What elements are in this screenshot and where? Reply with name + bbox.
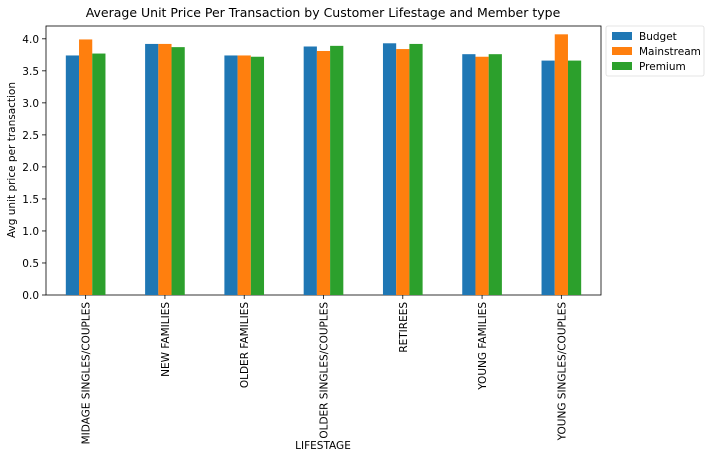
bar-budget: [303, 46, 317, 295]
bar-mainstream: [79, 39, 93, 296]
bar-premium: [92, 53, 106, 295]
x-tick-label: RETIREES: [398, 302, 410, 353]
y-tick-label: 4.0: [22, 34, 39, 46]
bar-budget: [541, 60, 555, 296]
bar-budget: [462, 54, 476, 295]
bars: [65, 34, 582, 296]
y-tick-label: 1.5: [22, 194, 39, 206]
bar-budget: [145, 43, 159, 295]
x-tick-label: OLDER SINGLES/COUPLES: [319, 302, 331, 439]
y-tick-label: 0.0: [22, 290, 39, 302]
y-tick-label: 2.0: [22, 162, 39, 174]
legend-swatch-mainstream: [612, 47, 632, 55]
bar-premium: [250, 56, 265, 295]
bar-mainstream: [316, 50, 331, 295]
legend-swatch-premium: [612, 62, 632, 70]
chart-title: Average Unit Price Per Transaction by Cu…: [86, 5, 561, 20]
bar-premium: [567, 60, 582, 296]
x-axis: MIDAGE SINGLES/COUPLES NEW FAMILIES OLDER …: [81, 295, 568, 445]
x-tick-label: OLDER FAMILIES: [239, 302, 251, 388]
bar-premium: [488, 54, 502, 295]
y-axis-label: Avg unit price per transaction: [6, 82, 18, 238]
y-tick-label: 3.5: [22, 66, 39, 78]
legend-label-premium: Premium: [639, 61, 686, 73]
bar-mainstream: [396, 49, 410, 295]
y-tick-label: 0.5: [22, 258, 39, 270]
bar-budget: [382, 43, 397, 295]
x-tick-label: YOUNG FAMILIES: [477, 302, 489, 391]
y-tick-label: 1.0: [22, 226, 39, 238]
y-axis: 0.0 0.5 1.0 1.5 2.0 2.5 3.0 3.5 4.0: [22, 34, 46, 302]
legend-swatch-budget: [612, 32, 632, 40]
bar-mainstream: [475, 56, 489, 295]
y-tick-label: 2.5: [22, 130, 39, 142]
bar-mainstream: [158, 43, 172, 295]
bar-mainstream: [237, 55, 251, 295]
y-tick-label: 3.0: [22, 98, 39, 110]
x-tick-label: YOUNG SINGLES/COUPLES: [556, 302, 568, 442]
bar-premium: [409, 43, 423, 295]
bar-budget: [224, 55, 238, 295]
legend: Budget Mainstream Premium: [605, 25, 705, 77]
bar-budget: [65, 55, 80, 295]
x-axis-label: LIFESTAGE: [295, 440, 351, 452]
legend-label-mainstream: Mainstream: [639, 46, 701, 58]
bar-mainstream: [554, 34, 568, 295]
x-tick-label: MIDAGE SINGLES/COUPLES: [81, 302, 93, 445]
x-tick-label: NEW FAMILIES: [160, 302, 172, 377]
bar-premium: [171, 47, 185, 296]
legend-label-budget: Budget: [639, 31, 677, 43]
bar-premium: [330, 45, 344, 295]
